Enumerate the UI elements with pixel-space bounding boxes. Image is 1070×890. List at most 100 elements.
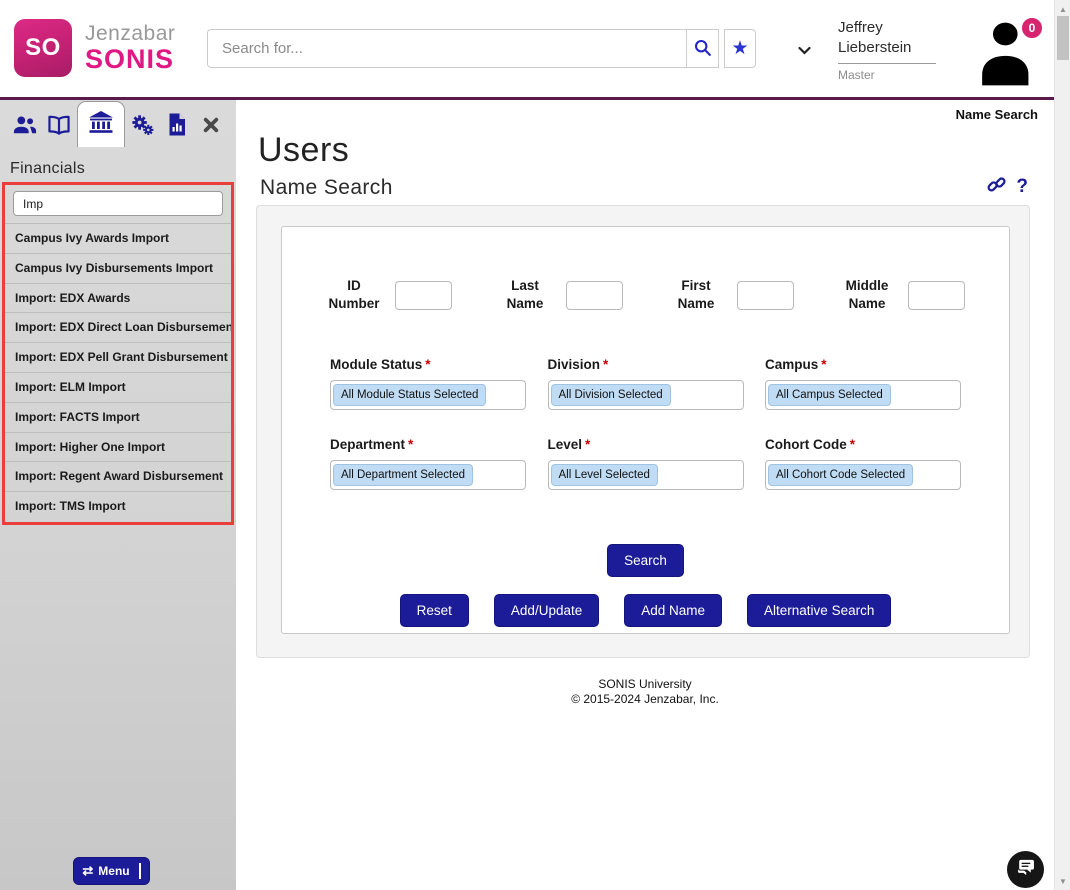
tab-academics[interactable] [42,107,76,147]
required-marker: * [849,437,856,453]
search-form-inner: ID Number Last Name First Name Middle Na… [281,226,1010,634]
level-group: Level * All Level Selected [547,437,744,491]
reset-button[interactable]: Reset [399,594,469,628]
scroll-up-arrow[interactable]: ▲ [1059,4,1067,14]
department-chip[interactable]: All Department Selected [333,464,474,487]
last-name-input[interactable] [566,280,623,310]
sidebar-item-import-edx-direct-loan-disbursement[interactable]: Import: EDX Direct Loan Disbursement [5,313,231,344]
department-label: Department * [330,437,414,453]
cohort-code-select[interactable]: All Cohort Code Selected [765,460,961,491]
campus-chip[interactable]: All Campus Selected [768,384,891,407]
link-icon[interactable] [986,174,1007,200]
header: SO Jenzabar SONIS ★ [0,0,1054,97]
dropdown-row-1: Module Status * All Module Status Selecte… [282,357,1009,411]
campus-select[interactable]: All Campus Selected [765,380,961,411]
search-input[interactable] [207,29,687,68]
module-tab-strip [0,100,236,147]
level-chip[interactable]: All Level Selected [550,464,658,487]
required-marker: * [821,357,827,373]
dropdown-row-2: Department * All Department Selected Leve… [282,437,1009,491]
middle-name-input[interactable] [908,280,965,310]
tab-people[interactable] [8,107,42,147]
avatar[interactable]: 0 [967,8,1044,90]
alternative-search-button[interactable]: Alternative Search [747,594,892,628]
gears-icon [130,113,155,141]
add-update-button[interactable]: Add/Update [493,594,600,628]
cohort-code-group: Cohort Code * All Cohort Code Selected [765,437,961,491]
notification-badge[interactable]: 0 [1020,16,1044,40]
swap-arrows-icon: ⇄ [82,863,94,878]
scroll-thumb[interactable] [1057,16,1069,60]
first-name-group: First Name [668,277,794,313]
module-status-label: Module Status * [330,357,431,373]
sidebar-item-import-facts-import[interactable]: Import: FACTS Import [5,403,231,433]
action-buttons-row: Reset Add/Update Add Name Alternative Se… [282,594,1009,628]
menu-caret-bar [138,863,141,879]
chat-button[interactable] [1007,851,1044,888]
user-role: Master [838,68,875,82]
search-button-row: Search [282,544,1009,578]
chevron-down-icon [798,42,811,59]
last-name-label: Last Name [506,278,544,312]
bank-icon [88,110,114,139]
module-status-chip[interactable]: All Module Status Selected [333,384,487,407]
sidebar-item-import-tms-import[interactable]: Import: TMS Import [15,499,126,514]
add-name-button[interactable]: Add Name [624,594,723,628]
menu-button[interactable]: ⇄ Menu [73,857,150,885]
tab-close[interactable] [194,107,228,147]
search-form-card: ID Number Last Name First Name Middle Na… [256,205,1030,658]
app-logo[interactable]: SO Jenzabar SONIS [14,19,175,77]
required-marker: * [408,437,414,453]
user-menu-chevron[interactable] [798,42,812,55]
level-select[interactable]: All Level Selected [547,460,744,491]
level-label: Level * [547,437,591,453]
user-menu[interactable]: Jeffrey Lieberstein Master [838,19,936,82]
department-select[interactable]: All Department Selected [330,460,526,491]
campus-group: Campus * All Campus Selected [765,357,961,411]
scroll-down-arrow[interactable]: ▼ [1059,876,1067,886]
module-status-group: Module Status * All Module Status Selecte… [330,357,526,411]
sidebar-item-import-edx-awards[interactable]: Import: EDX Awards [5,284,231,314]
sidebar-item-campus-ivy-disbursements-import[interactable]: Campus Ivy Disbursements Import [5,254,231,284]
required-marker: * [425,357,431,373]
sidebar-item-import-regent-award-disbursement[interactable]: Import: Regent Award Disbursement [5,462,231,493]
chat-bubbles-icon [1014,856,1037,884]
sidebar: Financials Campus Ivy Awards Import Camp… [0,100,236,890]
sidebar-section-title: Financials [10,160,86,177]
people-icon [13,115,37,139]
page-tools: ? [986,174,1028,200]
sidebar-item-import-higher-one-import[interactable]: Import: Higher One Import [5,433,231,463]
cohort-code-chip[interactable]: All Cohort Code Selected [768,464,914,487]
id-number-input[interactable] [395,280,452,310]
favorites-button[interactable]: ★ [724,29,756,68]
division-group: Division * All Division Selected [547,357,744,411]
global-search: ★ [207,29,756,68]
sidebar-menu-list: Campus Ivy Awards Import Campus Ivy Disb… [5,223,231,522]
cohort-code-label: Cohort Code * [765,437,856,453]
tab-reports[interactable] [159,107,193,147]
page-scrollbar[interactable]: ▲ ▼ [1054,0,1070,890]
menu-filter-input[interactable] [13,191,223,216]
middle-name-group: Middle Name [839,277,965,313]
search-button[interactable] [687,29,719,68]
page-subtitle: Name Search [260,176,393,199]
division-select[interactable]: All Division Selected [547,380,744,411]
first-name-input[interactable] [737,280,794,310]
required-marker: * [585,437,591,453]
sidebar-item-import-elm-import[interactable]: Import: ELM Import [5,373,231,403]
main-content: Name Search Users Name Search ? ID Numbe… [236,100,1054,890]
sidebar-item-campus-ivy-awards-import[interactable]: Campus Ivy Awards Import [5,224,231,254]
last-name-group: Last Name [497,277,623,313]
sidebar-item-import-edx-pell-grant-disbursement[interactable]: Import: EDX Pell Grant Disbursement [5,343,231,373]
help-icon[interactable]: ? [1016,176,1028,197]
search-submit-button[interactable]: Search [607,544,684,578]
division-chip[interactable]: All Division Selected [550,384,671,407]
module-status-select[interactable]: All Module Status Selected [330,380,526,411]
search-icon [693,38,712,60]
book-icon [47,115,71,140]
logo-so-badge: SO [14,19,72,77]
tab-admin[interactable] [125,107,159,147]
tab-financials[interactable] [76,101,126,147]
report-file-icon [167,113,187,141]
